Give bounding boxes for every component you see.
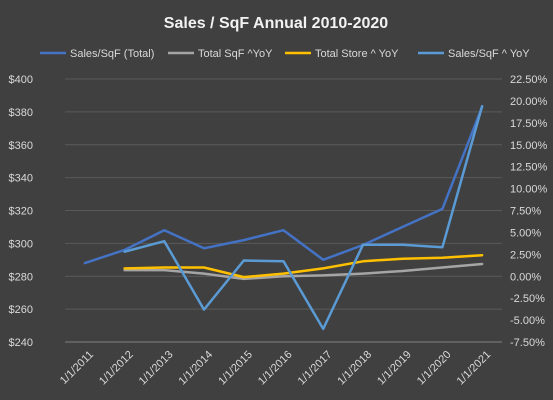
y-left-tick-label: $240 bbox=[9, 337, 33, 349]
y-right-tick-label: 0.00% bbox=[510, 271, 541, 283]
y-right-tick-label: 20.00% bbox=[510, 96, 548, 108]
x-tick-label: 1/1/2020 bbox=[415, 349, 454, 388]
y-left-tick-label: $400 bbox=[9, 74, 33, 86]
x-tick-label: 1/1/2014 bbox=[176, 349, 215, 388]
y-right-tick-label: -7.50% bbox=[510, 337, 545, 349]
y-axis-left: $240 $260 $280 $300 $320 $340 $360 $380 $400 bbox=[9, 74, 33, 349]
y-left-tick-label: $260 bbox=[9, 304, 33, 316]
legend-label: Total Store ^ YoY bbox=[315, 48, 399, 60]
y-right-tick-label: 10.00% bbox=[510, 184, 548, 196]
legend-label: Total SqF ^YoY bbox=[198, 48, 273, 60]
y-left-tick-label: $280 bbox=[9, 271, 33, 283]
y-left-tick-label: $360 bbox=[9, 140, 33, 152]
y-left-tick-label: $320 bbox=[9, 206, 33, 218]
x-tick-label: 1/1/2011 bbox=[58, 349, 96, 387]
y-left-tick-label: $380 bbox=[9, 107, 33, 119]
y-right-tick-label: -5.00% bbox=[510, 315, 545, 327]
y-right-tick-label: 22.50% bbox=[510, 74, 548, 86]
legend-label: Sales/SqF ^ YoY bbox=[448, 48, 530, 60]
legend-label: Sales/SqF (Total) bbox=[70, 48, 154, 60]
series-line-3 bbox=[123, 104, 484, 331]
x-tick-label: 1/1/2012 bbox=[97, 349, 136, 388]
series-layer bbox=[83, 104, 484, 331]
x-tick-label: 1/1/2017 bbox=[296, 349, 335, 388]
y-right-tick-label: 2.50% bbox=[510, 249, 541, 261]
y-axis-right: -7.50% -5.00% -2.50% 0.00% 2.50% 5.00% 7.50% 10… bbox=[510, 74, 548, 349]
x-axis: 1/1/2011 1/1/2012 1/1/2013 1/1/2014 1/1/2015… bbox=[58, 341, 502, 388]
series-line-1 bbox=[123, 262, 484, 281]
x-tick-label: 1/1/2018 bbox=[335, 349, 374, 388]
y-left-tick-label: $300 bbox=[9, 238, 33, 250]
legend: Sales/SqF (Total) Total SqF ^YoY Total Sto… bbox=[40, 48, 530, 60]
y-right-tick-label: 15.00% bbox=[510, 140, 548, 152]
chart-title: Sales / SqF Annual 2010-2020 bbox=[164, 15, 389, 32]
y-right-tick-label: 7.50% bbox=[510, 206, 541, 218]
y-left-tick-label: $340 bbox=[9, 173, 33, 185]
y-right-tick-label: 12.50% bbox=[510, 162, 548, 174]
x-tick-label: 1/1/2015 bbox=[216, 349, 255, 388]
x-tick-label: 1/1/2021 bbox=[455, 349, 494, 388]
y-right-tick-label: 17.50% bbox=[510, 118, 548, 130]
y-right-tick-label: -2.50% bbox=[510, 293, 545, 305]
y-right-tick-label: 5.00% bbox=[510, 227, 541, 239]
x-tick-label: 1/1/2016 bbox=[256, 349, 295, 388]
series-line-0 bbox=[83, 105, 484, 265]
x-tick-label: 1/1/2013 bbox=[137, 349, 176, 388]
series-line-2 bbox=[123, 253, 484, 279]
x-tick-label: 1/1/2019 bbox=[375, 349, 414, 388]
